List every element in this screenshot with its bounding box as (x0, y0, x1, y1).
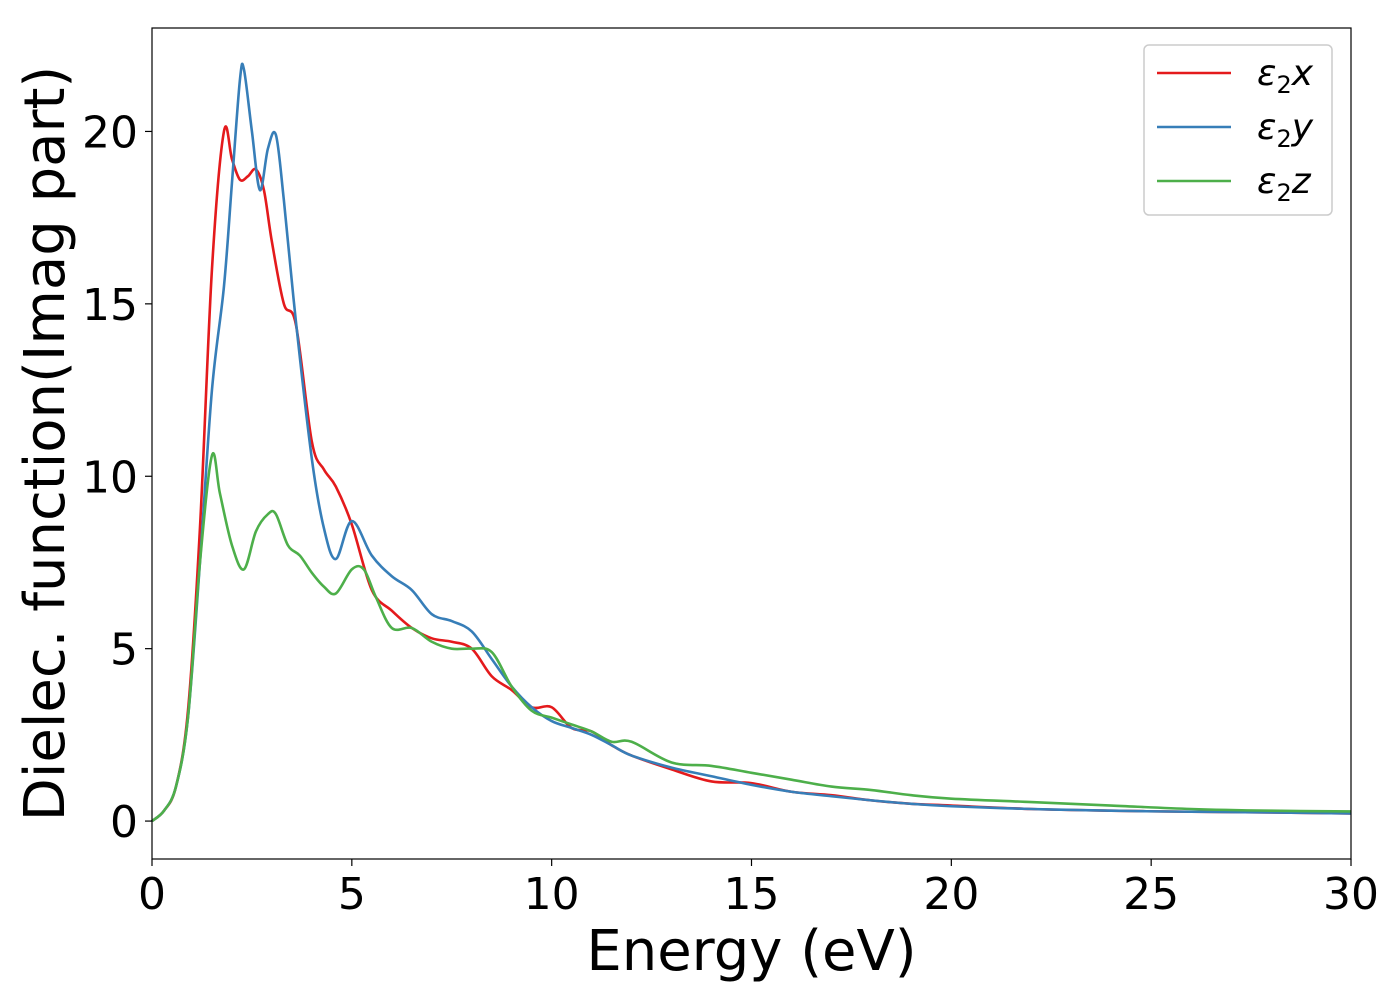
y-tick-label: 15 (82, 280, 138, 331)
y-tick-label: 10 (82, 452, 138, 503)
legend: ε2x ε2y ε2z (1143, 44, 1333, 216)
series-line-y (151, 62, 1352, 823)
x-tick-label: 25 (1123, 869, 1179, 920)
legend-box (1143, 44, 1333, 216)
x-tick-label: 30 (1323, 869, 1379, 920)
y-tick-label: 20 (82, 107, 138, 158)
legend-items: ε2x ε2y ε2z (1157, 53, 1314, 207)
x-axis-label: Energy (eV) (586, 919, 916, 984)
series-line-z (151, 451, 1352, 823)
x-tick-label: 5 (338, 869, 366, 920)
legend-label-z: ε2z (1257, 161, 1312, 207)
x-tick-label: 0 (138, 869, 166, 920)
y-tick-label: 5 (110, 625, 138, 676)
x-tick-label: 20 (923, 869, 979, 920)
series-line-x (151, 125, 1352, 823)
series-layer (151, 62, 1352, 823)
y-tick-label: 0 (110, 797, 138, 848)
x-tick-label: 10 (524, 869, 580, 920)
legend-label-y: ε2y (1257, 107, 1314, 153)
legend-label-x: ε2x (1257, 53, 1314, 99)
y-axis-label: Dielec. function(Imag part) (13, 66, 78, 822)
ticks-layer: 0 5 10 15 20 25 30 0 5 10 15 20 (82, 107, 1379, 920)
x-tick-label: 15 (724, 869, 780, 920)
